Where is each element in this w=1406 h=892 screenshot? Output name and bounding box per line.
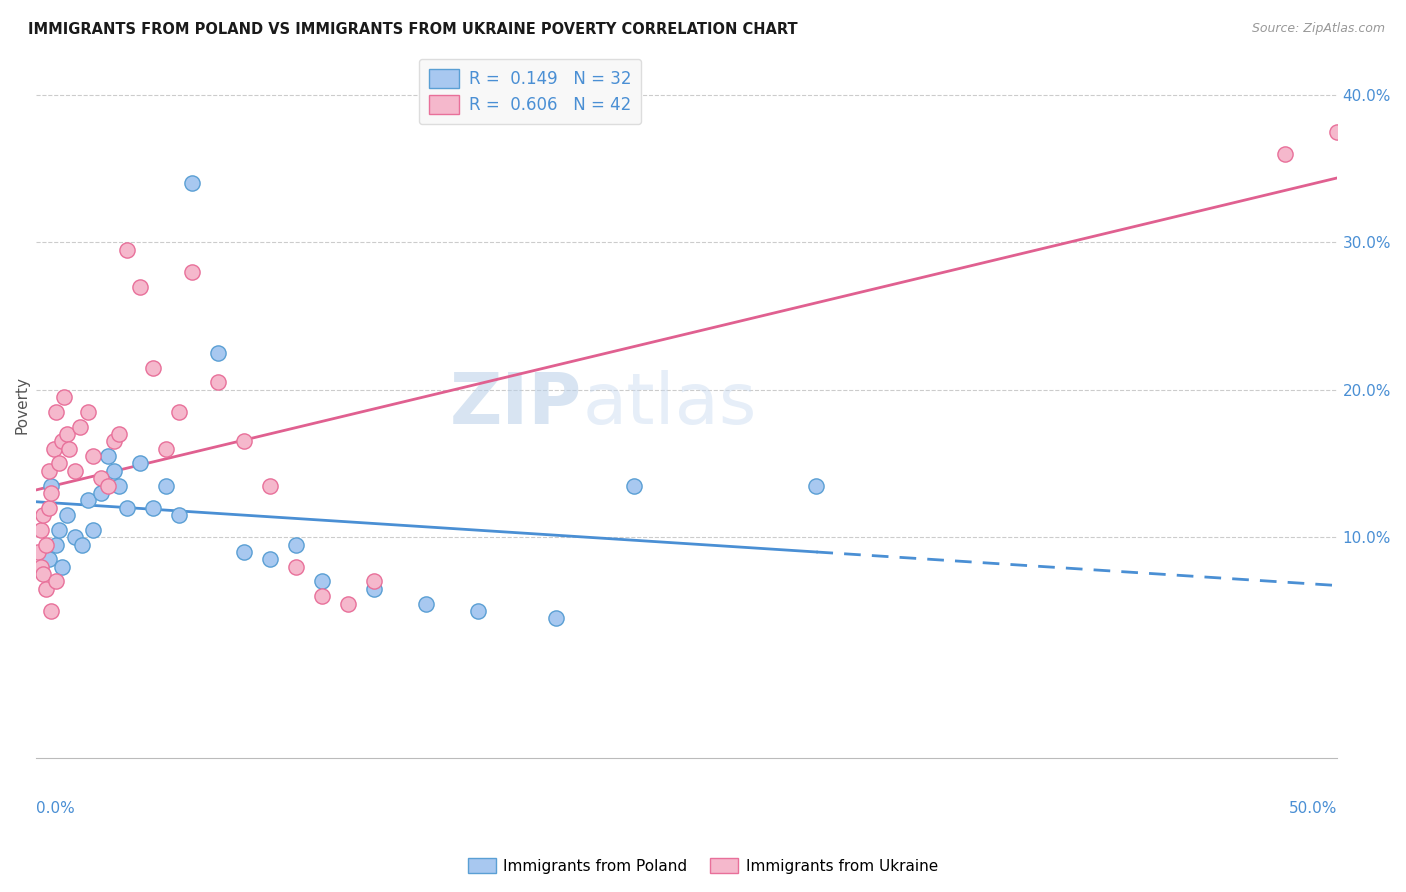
Point <box>53 390 76 404</box>
Point <box>115 243 138 257</box>
Point <box>232 434 254 449</box>
Text: 0.0%: 0.0% <box>35 801 75 816</box>
Point <box>108 478 131 492</box>
Point <box>30 523 52 537</box>
Point <box>90 486 112 500</box>
Point <box>38 500 60 515</box>
Point <box>128 279 150 293</box>
Point <box>180 265 202 279</box>
Point <box>128 457 150 471</box>
Point <box>284 559 307 574</box>
Point <box>415 597 437 611</box>
Point <box>56 508 79 522</box>
Point <box>546 611 568 625</box>
Point <box>63 530 86 544</box>
Point <box>45 538 67 552</box>
Text: IMMIGRANTS FROM POLAND VS IMMIGRANTS FROM UKRAINE POVERTY CORRELATION CHART: IMMIGRANTS FROM POLAND VS IMMIGRANTS FRO… <box>28 22 797 37</box>
Point <box>467 604 489 618</box>
Text: Source: ZipAtlas.com: Source: ZipAtlas.com <box>1251 22 1385 36</box>
Point <box>167 508 190 522</box>
Point <box>1274 147 1296 161</box>
Point <box>232 545 254 559</box>
Point <box>155 478 177 492</box>
Legend: Immigrants from Poland, Immigrants from Ukraine: Immigrants from Poland, Immigrants from … <box>463 852 943 880</box>
Point <box>284 538 307 552</box>
Point <box>48 457 70 471</box>
Point <box>51 559 73 574</box>
Point <box>27 545 49 559</box>
Point <box>311 574 333 589</box>
Point <box>32 508 55 522</box>
Point <box>108 427 131 442</box>
Point <box>39 478 62 492</box>
Point <box>155 442 177 456</box>
Point <box>167 405 190 419</box>
Point <box>363 574 385 589</box>
Point <box>1326 125 1348 139</box>
Point <box>259 552 281 566</box>
Point <box>39 486 62 500</box>
Point <box>103 464 125 478</box>
Point <box>103 434 125 449</box>
Point <box>69 419 91 434</box>
Y-axis label: Poverty: Poverty <box>15 376 30 434</box>
Point <box>38 552 60 566</box>
Legend: R =  0.149   N = 32, R =  0.606   N = 42: R = 0.149 N = 32, R = 0.606 N = 42 <box>419 59 641 124</box>
Point <box>180 177 202 191</box>
Point <box>142 360 165 375</box>
Point <box>90 471 112 485</box>
Point <box>32 567 55 582</box>
Point <box>207 346 229 360</box>
Point <box>45 574 67 589</box>
Point <box>48 523 70 537</box>
Point <box>97 478 120 492</box>
Text: 50.0%: 50.0% <box>1288 801 1337 816</box>
Point <box>42 442 65 456</box>
Point <box>142 500 165 515</box>
Point <box>207 376 229 390</box>
Point <box>63 464 86 478</box>
Point <box>336 597 359 611</box>
Point <box>259 478 281 492</box>
Point <box>56 427 79 442</box>
Point <box>97 449 120 463</box>
Point <box>35 582 58 596</box>
Point <box>82 449 104 463</box>
Point <box>58 442 80 456</box>
Point <box>115 500 138 515</box>
Point <box>45 405 67 419</box>
Point <box>38 464 60 478</box>
Point <box>35 538 58 552</box>
Point <box>623 478 645 492</box>
Point <box>82 523 104 537</box>
Text: ZIP: ZIP <box>450 370 582 439</box>
Point <box>72 538 94 552</box>
Point <box>30 559 52 574</box>
Point <box>51 434 73 449</box>
Point <box>363 582 385 596</box>
Point <box>39 604 62 618</box>
Point <box>32 545 55 559</box>
Point <box>311 589 333 603</box>
Point <box>76 405 98 419</box>
Point <box>76 493 98 508</box>
Text: atlas: atlas <box>582 370 756 439</box>
Point <box>806 478 828 492</box>
